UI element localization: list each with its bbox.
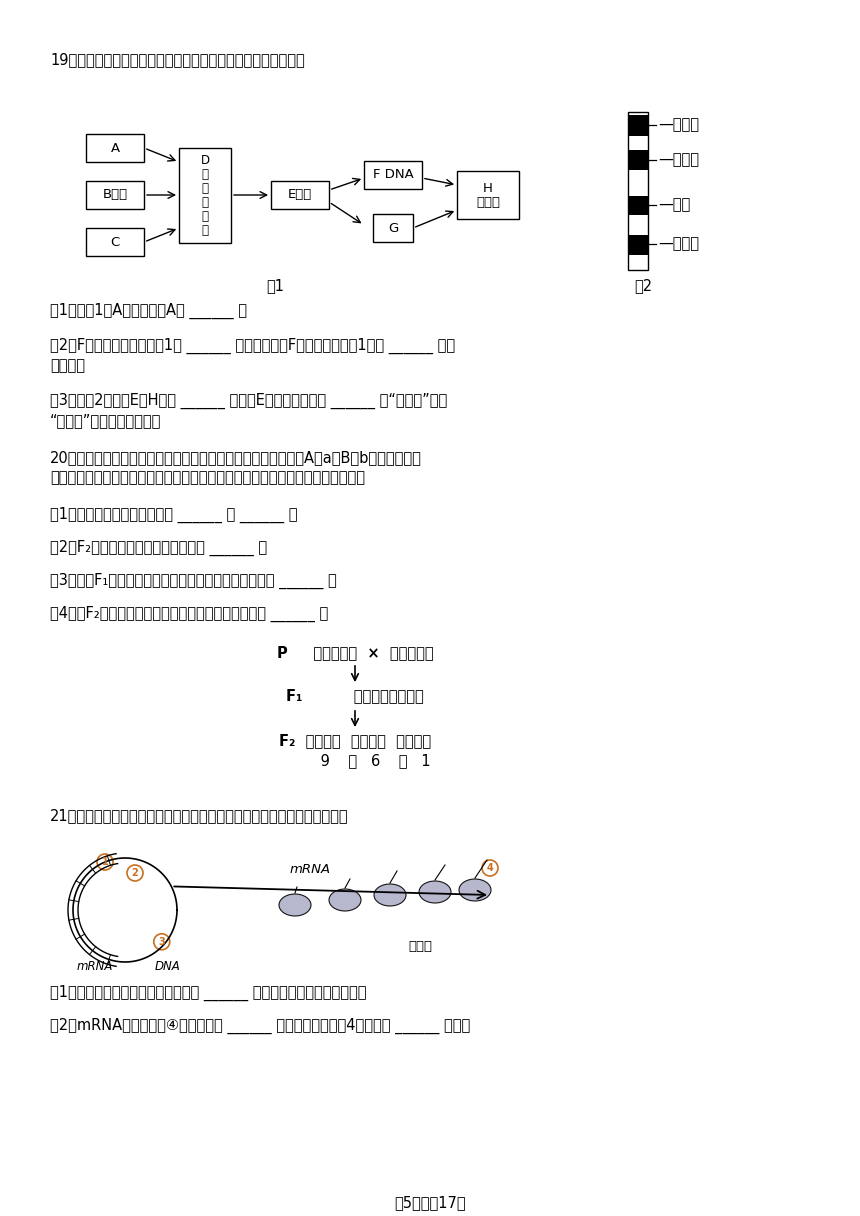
Text: E基因: E基因 xyxy=(288,188,312,202)
Text: —棒眼: —棒眼 xyxy=(658,197,691,213)
FancyBboxPatch shape xyxy=(364,161,422,188)
Text: G: G xyxy=(388,221,398,235)
Text: 21．如图表示原核细胞中遗传信息传递的部分过程。请据图回答下列问题。: 21．如图表示原核细胞中遗传信息传递的部分过程。请据图回答下列问题。 xyxy=(50,807,348,823)
FancyBboxPatch shape xyxy=(86,229,144,257)
Text: F₁          扁形果实（自交）: F₁ 扁形果实（自交） xyxy=(286,688,424,703)
Bar xyxy=(628,112,648,270)
Ellipse shape xyxy=(374,884,406,906)
Text: B碱基: B碱基 xyxy=(102,188,127,202)
Text: 3: 3 xyxy=(158,936,165,947)
Text: （3）若对F₁扁形南瓜进行测交，后代的表现型及比例是 ______ 。: （3）若对F₁扁形南瓜进行测交，后代的表现型及比例是 ______ 。 xyxy=(50,573,337,590)
Text: （1）若图1中A为糖类，则A是 ______ ；: （1）若图1中A为糖类，则A是 ______ ； xyxy=(50,303,247,320)
Text: （1）图中涉及的遗传信息传递方向为 ______ （文字和箭头的形式表示）。: （1）图中涉及的遗传信息传递方向为 ______ （文字和箭头的形式表示）。 xyxy=(50,985,366,1001)
Bar xyxy=(628,196,648,215)
FancyBboxPatch shape xyxy=(373,214,413,242)
Text: （2）F的基本组成单位是图1的 ______ （填字母），F的主要载体是图1中的 ______ （填: （2）F的基本组成单位是图1的 ______ （填字母），F的主要载体是图1中的… xyxy=(50,338,455,354)
Text: （4）若F₂球形南瓜自由交配后代中长型果实的概率是 ______ 。: （4）若F₂球形南瓜自由交配后代中长型果实的概率是 ______ 。 xyxy=(50,606,329,623)
Text: D
脱
氧
核
苷
酸: D 脱 氧 核 苷 酸 xyxy=(200,153,210,236)
Text: 20．南瓜的果实形状有球形、扁形和长形图种，受两对等位基因A、a和B、b控制，两对等: 20．南瓜的果实形状有球形、扁形和长形图种，受两对等位基因A、a和B、b控制，两… xyxy=(50,450,422,465)
Text: H
染色体: H 染色体 xyxy=(476,181,500,208)
Text: —朱红眼: —朱红眼 xyxy=(658,118,699,133)
Bar xyxy=(628,150,648,170)
FancyBboxPatch shape xyxy=(86,134,144,162)
Text: —短硬毛: —短硬毛 xyxy=(658,236,699,252)
Ellipse shape xyxy=(279,894,311,916)
Text: 4: 4 xyxy=(487,863,494,873)
Text: 第5页，內17页: 第5页，內17页 xyxy=(394,1195,466,1210)
Text: 位基因独立遗传。现将两纯种球形果实的南瓜进行杂交，结果如图。请分析回答：: 位基因独立遗传。现将两纯种球形果实的南瓜进行杂交，结果如图。请分析回答： xyxy=(50,471,365,485)
Bar xyxy=(628,235,648,255)
Text: A: A xyxy=(110,141,120,154)
Text: （1）纯种球形南瓜的基因型是 ______ 和 ______ 。: （1）纯种球形南瓜的基因型是 ______ 和 ______ 。 xyxy=(50,507,298,523)
Text: 19．如图为某生物体内的部分物质与结构关系图，请据图回答：: 19．如图为某生物体内的部分物质与结构关系图，请据图回答： xyxy=(50,52,304,67)
Ellipse shape xyxy=(329,889,361,911)
Text: （2）mRNA是以图中的④为模板，在 ______ 的催化作用下，由4种游离的 ______ 依次连: （2）mRNA是以图中的④为模板，在 ______ 的催化作用下，由4种游离的 … xyxy=(50,1018,470,1034)
Bar xyxy=(628,116,648,136)
Text: 2: 2 xyxy=(132,868,138,878)
Text: mRNA: mRNA xyxy=(77,959,114,973)
Text: “特定的”）碱基排列顺序。: “特定的”）碱基排列顺序。 xyxy=(50,413,162,428)
Text: F₂  扁形果实  球形果实  长形果实: F₂ 扁形果实 球形果实 长形果实 xyxy=(279,733,431,748)
Text: 字母）。: 字母）。 xyxy=(50,358,85,373)
Text: 图2: 图2 xyxy=(634,278,652,293)
Text: （2）F₂球形南瓜中纯合子所占比例是 ______ 。: （2）F₂球形南瓜中纯合子所占比例是 ______ 。 xyxy=(50,540,267,556)
Text: DNA: DNA xyxy=(155,959,181,973)
Text: 9    ：   6    ：   1: 9 ： 6 ： 1 xyxy=(280,753,431,769)
FancyBboxPatch shape xyxy=(457,171,519,219)
Ellipse shape xyxy=(459,879,491,901)
Text: —深红眼: —深红眼 xyxy=(658,152,699,168)
Ellipse shape xyxy=(419,882,451,903)
FancyBboxPatch shape xyxy=(86,181,144,209)
Text: 1: 1 xyxy=(101,857,108,867)
FancyBboxPatch shape xyxy=(179,147,231,242)
Text: mRNA: mRNA xyxy=(290,863,330,876)
Text: （3）如图2所示，E在H上呈 ______ 排列，E中的遗传信息是 ______ （“随机的”或者: （3）如图2所示，E在H上呈 ______ 排列，E中的遗传信息是 ______… xyxy=(50,393,447,410)
Text: P     球形果实甲  ×  球形果实乙: P 球形果实甲 × 球形果实乙 xyxy=(277,644,433,660)
Text: F DNA: F DNA xyxy=(372,169,414,181)
Text: 图1: 图1 xyxy=(266,278,284,293)
Text: C: C xyxy=(110,236,120,248)
Text: 核糖体: 核糖体 xyxy=(408,940,432,953)
FancyBboxPatch shape xyxy=(271,181,329,209)
